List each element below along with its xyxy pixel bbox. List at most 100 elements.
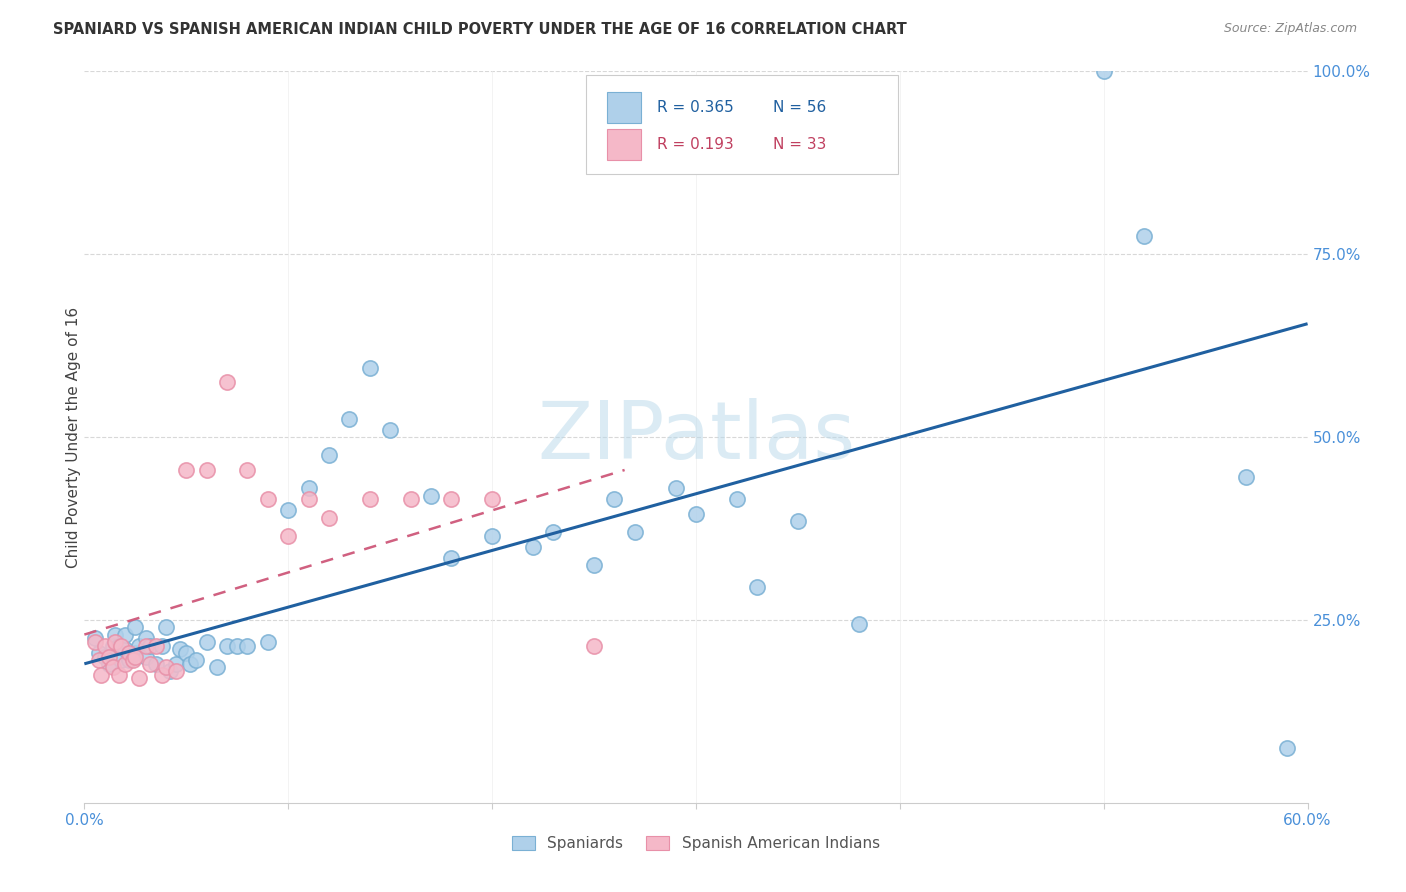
Point <box>583 639 606 653</box>
Point <box>217 376 239 390</box>
Point <box>110 639 132 653</box>
Point <box>83 632 105 646</box>
Point <box>114 657 136 671</box>
Point <box>135 649 157 664</box>
Point <box>101 660 124 674</box>
Point <box>1236 470 1258 484</box>
Point <box>165 657 187 671</box>
Point <box>135 632 157 646</box>
Point <box>155 620 177 634</box>
Point <box>124 620 146 634</box>
Point <box>359 360 381 375</box>
Point <box>128 672 150 686</box>
Point <box>135 639 157 653</box>
Point <box>145 657 167 671</box>
Point <box>440 550 463 565</box>
Point <box>97 657 120 671</box>
Point <box>104 635 127 649</box>
Point <box>150 667 173 681</box>
Point <box>399 492 422 507</box>
Point <box>128 639 150 653</box>
Point <box>87 646 110 660</box>
Point <box>1133 228 1156 243</box>
Point <box>236 639 259 653</box>
Text: N = 56: N = 56 <box>773 100 827 115</box>
Point <box>90 667 112 681</box>
Point <box>155 660 177 674</box>
Point <box>543 525 565 540</box>
Point <box>174 463 197 477</box>
Text: SPANIARD VS SPANISH AMERICAN INDIAN CHILD POVERTY UNDER THE AGE OF 16 CORRELATIO: SPANIARD VS SPANISH AMERICAN INDIAN CHIL… <box>53 22 907 37</box>
Point <box>104 627 127 641</box>
Point <box>205 660 228 674</box>
Point <box>440 492 463 507</box>
Point <box>583 558 606 573</box>
Point <box>108 639 131 653</box>
Point <box>108 667 131 681</box>
Point <box>848 616 870 631</box>
Point <box>159 664 181 678</box>
Point <box>110 653 132 667</box>
Point <box>118 646 141 660</box>
Point <box>1092 64 1115 78</box>
Point <box>118 653 141 667</box>
FancyBboxPatch shape <box>586 75 898 174</box>
Point <box>359 492 381 507</box>
Point <box>380 423 402 437</box>
Point <box>122 653 145 667</box>
Point <box>481 492 503 507</box>
Point <box>318 510 340 524</box>
Point <box>145 639 167 653</box>
Y-axis label: Child Poverty Under the Age of 16: Child Poverty Under the Age of 16 <box>66 307 80 567</box>
Point <box>101 639 124 653</box>
Point <box>217 639 239 653</box>
Point <box>298 492 321 507</box>
Point <box>195 635 218 649</box>
Point <box>83 635 105 649</box>
Point <box>420 489 443 503</box>
Point <box>339 412 361 426</box>
Legend: Spaniards, Spanish American Indians: Spaniards, Spanish American Indians <box>506 830 886 857</box>
Point <box>186 653 208 667</box>
Text: Source: ZipAtlas.com: Source: ZipAtlas.com <box>1223 22 1357 36</box>
Point <box>257 635 280 649</box>
Point <box>174 646 197 660</box>
Point <box>787 514 810 528</box>
Point <box>124 646 146 660</box>
Text: N = 33: N = 33 <box>773 137 827 152</box>
Point <box>685 507 707 521</box>
Point <box>150 639 173 653</box>
Point <box>725 492 748 507</box>
Point <box>195 463 218 477</box>
Point <box>747 580 769 594</box>
Text: R = 0.365: R = 0.365 <box>657 100 734 115</box>
Point <box>257 492 280 507</box>
Point <box>87 653 110 667</box>
Point <box>114 642 136 657</box>
Point <box>169 642 191 657</box>
Point <box>318 448 340 462</box>
Point <box>277 503 299 517</box>
Bar <box>606 92 641 122</box>
Point <box>114 627 136 641</box>
Point <box>277 529 299 543</box>
Point <box>93 639 115 653</box>
Point <box>165 664 187 678</box>
Point <box>298 481 321 495</box>
Point <box>236 463 259 477</box>
Point <box>1277 740 1299 755</box>
Point <box>665 481 688 495</box>
Point <box>481 529 503 543</box>
Point <box>138 657 160 671</box>
Point <box>624 525 647 540</box>
Point <box>226 639 249 653</box>
Point <box>124 649 146 664</box>
Point <box>603 492 626 507</box>
Point <box>97 649 120 664</box>
Point <box>138 639 160 653</box>
Point <box>93 649 115 664</box>
Point <box>522 540 544 554</box>
Text: R = 0.193: R = 0.193 <box>657 137 734 152</box>
Text: ZIPatlas: ZIPatlas <box>537 398 855 476</box>
Point <box>179 657 201 671</box>
